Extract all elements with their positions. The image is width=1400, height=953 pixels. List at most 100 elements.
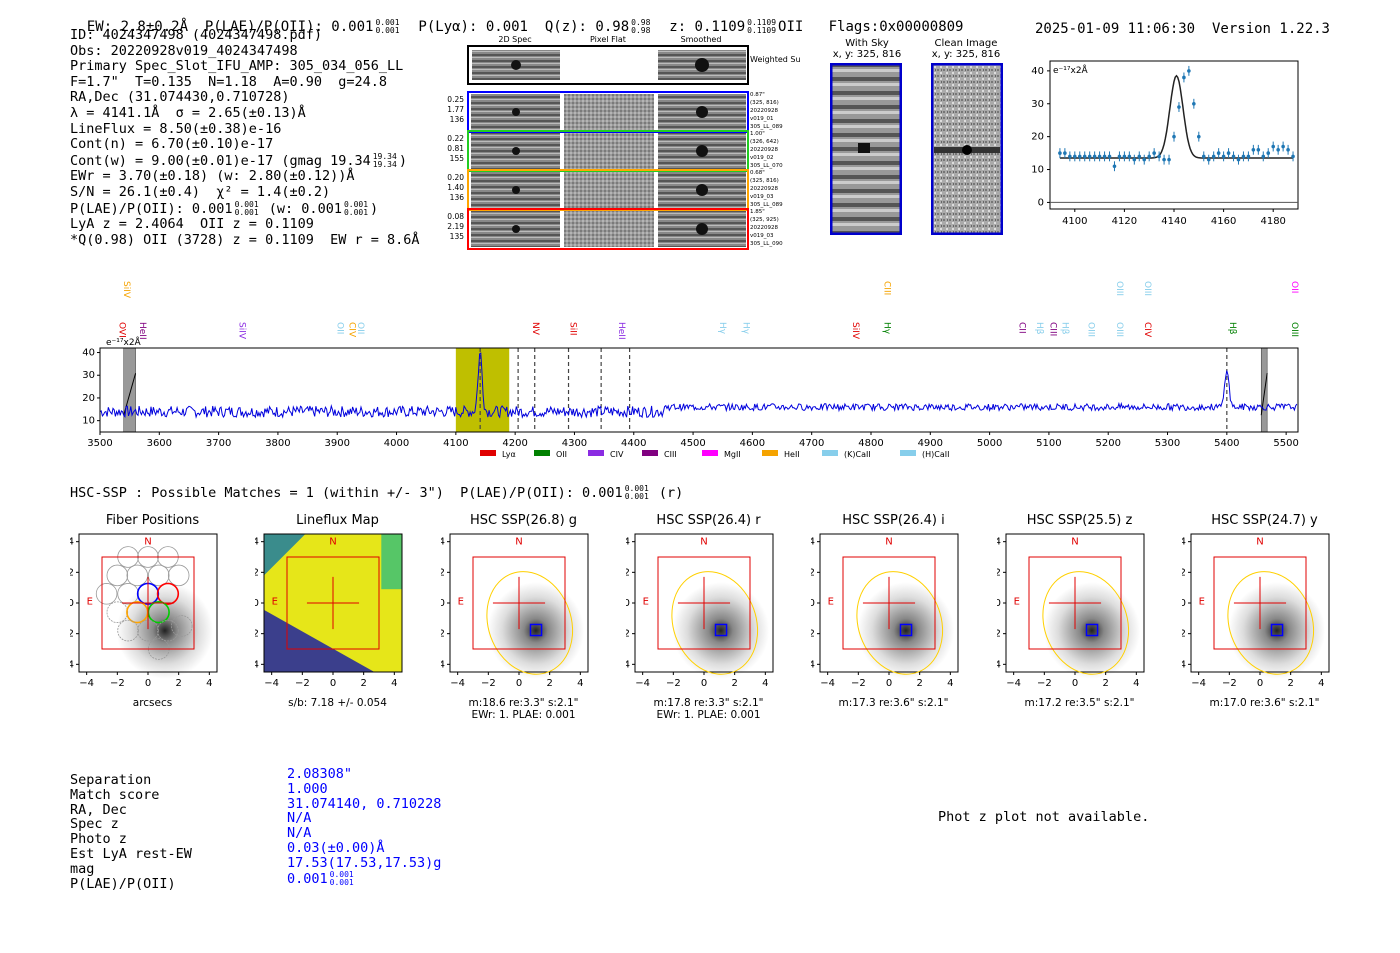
legend-label: MgII (724, 450, 741, 459)
galaxy-image (857, 582, 955, 679)
panel-xtick-label: 4 (577, 678, 583, 689)
spectrum-line-label: CIV (347, 322, 357, 338)
source-marker (529, 623, 543, 637)
fit-data-point (1276, 148, 1280, 152)
panel-xtick-label: −4 (264, 678, 279, 689)
panel-ytick-label: −4 (1182, 659, 1186, 670)
cutout-row-meta: (326, 642) (750, 139, 779, 145)
header-plae: P(LAE)/P(OII): 0.001 (204, 19, 374, 35)
panel-ytick-label: 4 (255, 537, 259, 548)
cutout-flat-image (564, 94, 654, 130)
fit-data-point (1246, 154, 1251, 159)
panel-title: HSC SSP(26.4) r (656, 513, 761, 528)
panel-ytick-label: 2 (1182, 567, 1186, 578)
cutout-row-meta: 1.85" (750, 209, 765, 215)
spectrum-ytick-label: 30 (82, 370, 95, 381)
spectrum-line-label: Hβ (1034, 322, 1044, 335)
legend-swatch (480, 450, 496, 456)
cutout-smooth-source (696, 223, 708, 235)
info-radec: RA,Dec (31.074430,0.710728) (70, 89, 290, 106)
panel-xtick-label: 2 (1287, 678, 1293, 689)
east-label: E (1014, 597, 1020, 608)
fit-data-point (1102, 154, 1107, 159)
fit-data-point (1281, 144, 1285, 149)
panel-plot: N E −4 −4 −2 −2 0 0 2 2 4 4 (255, 533, 403, 689)
panel-ytick-label: 0 (255, 598, 259, 609)
cutout-row-meta: 0.87" (750, 92, 765, 98)
fit-data-point (1142, 157, 1147, 162)
spectrum-mask-hatch (1260, 373, 1268, 416)
info-contn: Cont(n) = 6.70(±0.10)e-17 (70, 136, 274, 153)
spectrum-xtick-label: 5300 (1155, 438, 1180, 449)
cutout-row-meta: 305_LL_070 (750, 163, 783, 169)
spectrum-xtick-label: 4200 (502, 438, 527, 449)
spectrum-xtick-label: 5000 (977, 438, 1002, 449)
panel-title: Fiber Positions (105, 513, 200, 528)
stat-value: 0.03(±0.00)Å (287, 839, 385, 856)
cutout-flat-image (564, 133, 654, 169)
legend-label: (H)CaII (922, 450, 949, 459)
fit-data-point (1082, 154, 1087, 159)
panel-xtick-label: −4 (79, 678, 94, 689)
spectrum-xtick-label: 3600 (147, 438, 172, 449)
clean-image-title: Clean Image x, y: 325, 816 (931, 38, 1001, 60)
full-spectrum-plot: 10 20 30 40 3500 3600 3700 3800 3900 4000 4100 4200… (82, 281, 1299, 459)
panel-ytick-label: 2 (626, 567, 630, 578)
weighted-2d-source (511, 60, 521, 70)
legend-swatch (534, 450, 550, 456)
legend-label: (K)CaII (844, 450, 871, 459)
with-sky-image (830, 63, 902, 235)
panel-title: HSC SSP(26.4) i (842, 513, 945, 528)
panel-2: HSC SSP(26.8) g N E −4 −4 −2 −2 0 0 2 2 4 4 m:18.6 re… (441, 510, 606, 725)
panel-ytick-label: 0 (1182, 598, 1186, 609)
photz-message: Phot z plot not available. (938, 809, 1150, 825)
panel-plot: N E −4 −4 −2 −2 0 0 2 2 4 4 (997, 533, 1145, 689)
fit-data-point (1187, 69, 1191, 73)
lineflux-map-mid (264, 534, 306, 576)
fit-data-point (1157, 154, 1161, 159)
east-label: E (828, 597, 834, 608)
legend-swatch (702, 450, 718, 456)
cutout-flat-image (564, 211, 654, 247)
spectrum-xtick-label: 3800 (265, 438, 290, 449)
fiber-circle (170, 615, 193, 637)
panel-xtick-label: −2 (851, 678, 866, 689)
header-z-frac: 0.1109 0.1109 (747, 18, 777, 35)
fit-data-point (1221, 154, 1226, 159)
search-box (842, 556, 936, 650)
panel-xtick-label: 2 (360, 678, 366, 689)
aperture-ellipse (1042, 571, 1130, 675)
fit-data-point (1286, 148, 1290, 152)
panel-xlabel: s/b: 7.18 +/- 0.054 (288, 697, 387, 709)
legend-label: Lyα (502, 450, 516, 459)
spectrum-line-label: CIV (1142, 322, 1152, 338)
spectrum-xtick-label: 5500 (1273, 438, 1298, 449)
fit-data-point (1201, 154, 1206, 159)
info-lineflux: LineFlux = 8.50(±0.38)e-16 (70, 120, 282, 137)
fit-data-point (1092, 154, 1097, 159)
fit-data-point (1192, 101, 1196, 106)
panel-ytick-label: −2 (811, 629, 815, 640)
fit-ytick-label: 20 (1031, 132, 1044, 143)
fit-data-point (1152, 151, 1156, 155)
panel-title: Lineflux Map (296, 513, 379, 528)
panel-ytick-label: 4 (441, 537, 445, 548)
search-box (286, 556, 380, 650)
panel-ytick-label: −2 (997, 629, 1001, 640)
aperture-ellipse (1227, 571, 1315, 675)
cutout-row-value: 0.81 (447, 144, 464, 153)
panel-xlabel: m:17.3 re:3.6" s:2.1" (838, 697, 949, 709)
fit-ytick-label: 40 (1031, 66, 1044, 77)
info-lambda: λ = 4141.1Å σ = 2.65(±0.13)Å (70, 104, 306, 121)
panel-xtick-label: 4 (1133, 678, 1139, 689)
spectrum-line-label: Hβ (1060, 322, 1070, 335)
spectrum-xtick-label: 4000 (384, 438, 409, 449)
panel-xtick-label: 4 (206, 678, 212, 689)
panel-ytick-label: 0 (441, 598, 445, 609)
stat-label: Separation (70, 772, 152, 788)
fit-data-point (1122, 154, 1127, 159)
panel-ytick-label: 2 (441, 567, 445, 578)
header-flags: Flags:0x00000809 (828, 19, 964, 35)
cutout-row-meta: v019_01 (750, 116, 774, 122)
